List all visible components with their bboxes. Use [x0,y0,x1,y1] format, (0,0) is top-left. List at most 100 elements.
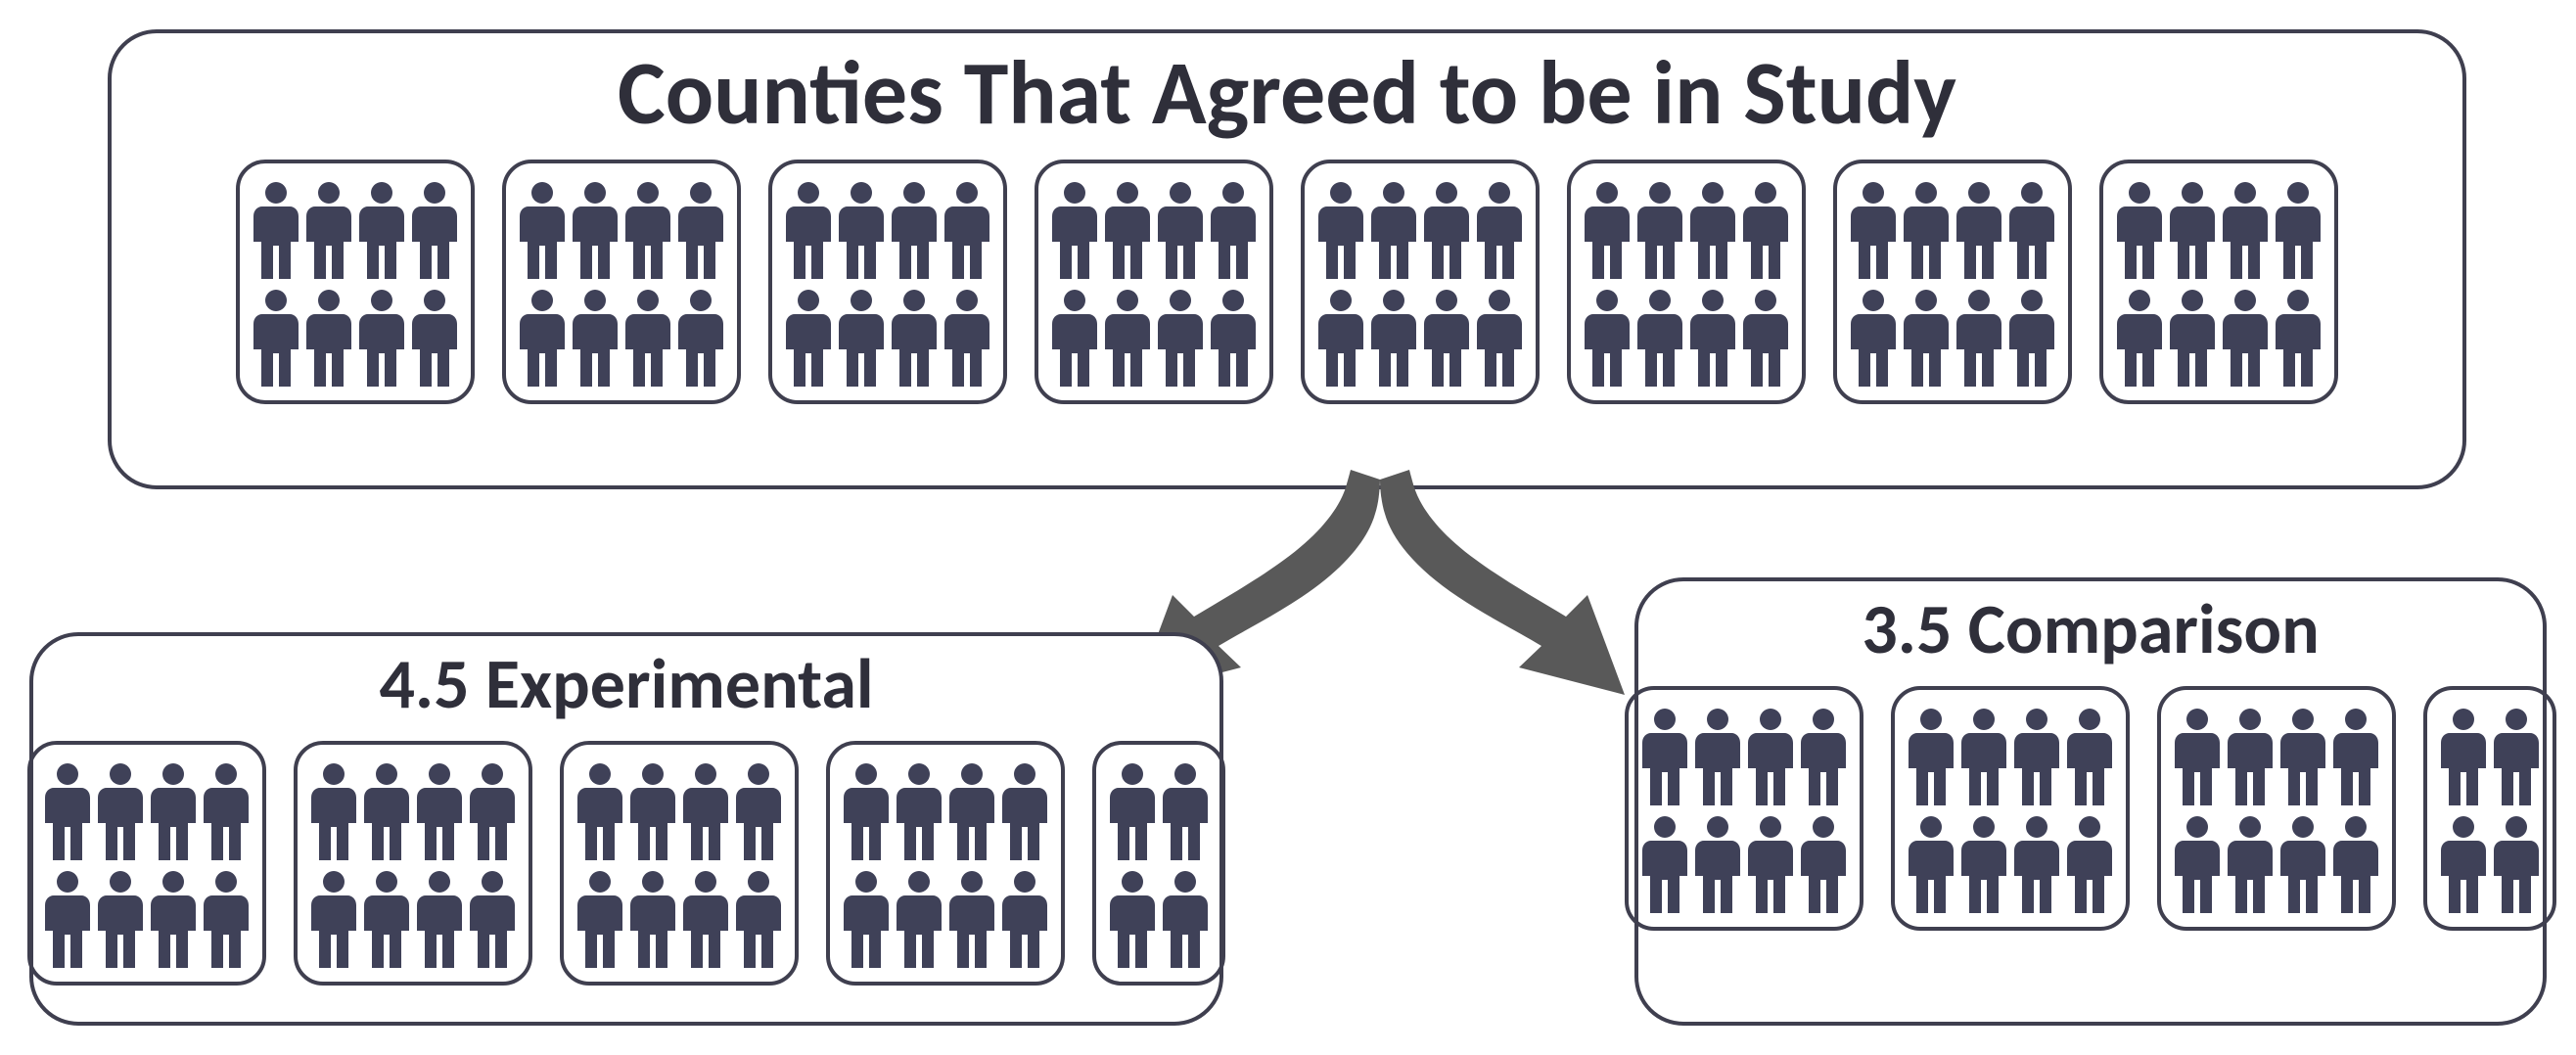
person-icon [2276,181,2321,279]
person-row [786,181,989,279]
person-icon [306,289,351,387]
person-icon [1956,181,2001,279]
person-row [2175,708,2378,805]
person-row [520,181,723,279]
top-panel-title: Counties That Agreed to be in Study [112,43,2462,142]
person-icon [1743,289,1788,387]
person-icon [1105,289,1150,387]
person-icon [1371,181,1416,279]
person-icon [1909,815,1954,913]
person-icon [1002,870,1047,968]
person-row [1318,181,1522,279]
person-icon [2175,815,2220,913]
person-icon [1318,181,1363,279]
county-group [1301,160,1540,404]
person-icon [678,289,723,387]
person-icon [520,181,565,279]
person-row [1052,181,1256,279]
person-icon [1371,289,1416,387]
right-county-row [1638,686,2543,931]
person-icon [844,762,889,860]
person-icon [417,870,462,968]
person-icon [253,181,299,279]
person-icon [630,762,675,860]
person-row [2175,815,2378,913]
county-group [1833,160,2072,404]
person-icon [897,762,942,860]
person-icon [2117,289,2162,387]
person-icon [1052,289,1097,387]
person-icon [839,181,884,279]
person-icon [2333,815,2378,913]
county-group [1092,741,1225,986]
person-icon [1052,181,1097,279]
person-icon [359,289,404,387]
person-icon [1318,289,1363,387]
person-row [2441,815,2539,913]
person-icon [1851,289,1896,387]
person-row [1642,815,1846,913]
person-icon [1211,289,1256,387]
person-icon [2067,815,2112,913]
person-icon [1477,289,1522,387]
person-icon [949,870,994,968]
person-row [1318,289,1522,387]
person-icon [1690,181,1735,279]
person-icon [1585,289,1630,387]
person-icon [1956,289,2001,387]
person-icon [417,762,462,860]
person-icon [359,181,404,279]
person-row [1585,181,1788,279]
person-row [311,762,515,860]
person-row [844,870,1047,968]
county-group [236,160,475,404]
person-icon [736,870,781,968]
person-icon [2009,181,2054,279]
county-group [1625,686,1863,931]
person-icon [577,762,622,860]
person-icon [412,289,457,387]
county-group [27,741,266,986]
person-row [1851,289,2054,387]
person-icon [844,870,889,968]
person-icon [736,762,781,860]
person-icon [520,289,565,387]
person-icon [1690,289,1735,387]
person-row [844,762,1047,860]
person-icon [306,181,351,279]
person-icon [2117,181,2162,279]
right-panel: 3.5 Comparison [1634,577,2547,1026]
person-icon [311,870,356,968]
person-icon [311,762,356,860]
person-icon [1158,289,1203,387]
person-icon [2228,708,2273,805]
person-icon [98,762,143,860]
person-icon [1105,181,1150,279]
person-icon [2228,815,2273,913]
person-row [2441,708,2539,805]
person-icon [949,762,994,860]
county-group [826,741,1065,986]
person-row [311,870,515,968]
person-icon [1801,815,1846,913]
person-icon [2441,708,2486,805]
person-icon [2333,708,2378,805]
person-icon [839,289,884,387]
person-icon [2276,289,2321,387]
person-icon [1637,181,1682,279]
person-row [577,762,781,860]
county-group [294,741,532,986]
left-panel-title: 4.5 Experimental [33,646,1219,723]
top-county-row [112,160,2462,404]
person-row [577,870,781,968]
person-icon [2494,708,2539,805]
left-county-row [33,741,1219,986]
person-row [2117,181,2321,279]
person-icon [98,870,143,968]
person-icon [2014,708,2059,805]
person-icon [892,181,937,279]
person-row [45,762,249,860]
person-row [1110,762,1208,860]
top-panel: Counties That Agreed to be in Study [108,29,2466,489]
person-icon [470,870,515,968]
